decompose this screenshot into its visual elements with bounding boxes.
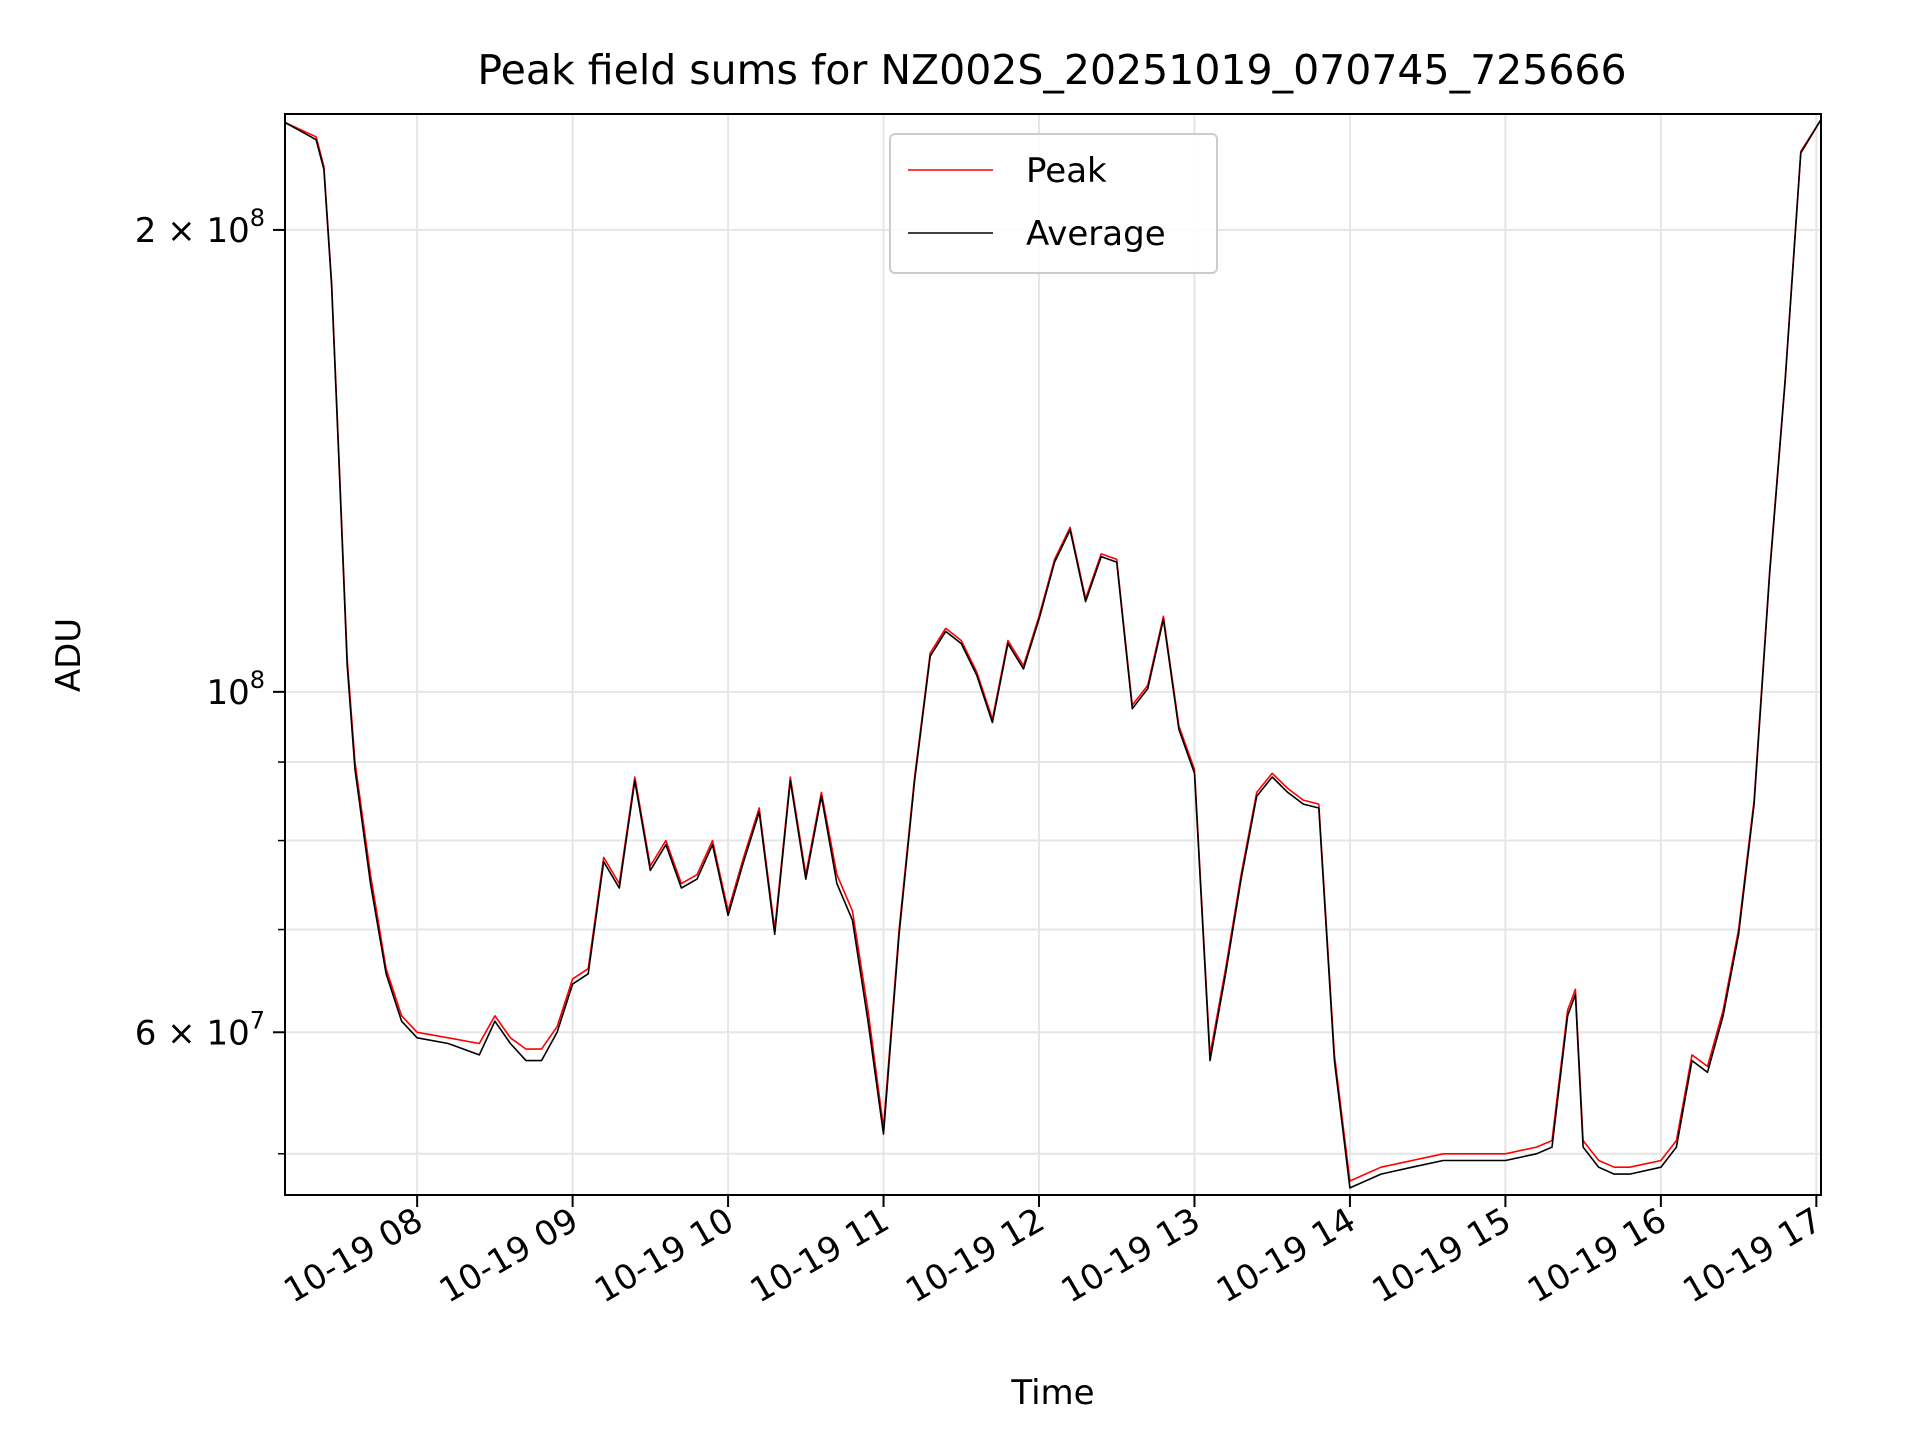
legend: Peak Average xyxy=(889,133,1218,274)
legend-box xyxy=(889,133,1218,274)
series-line-average xyxy=(284,119,1822,1189)
legend-label-average: Average xyxy=(1026,214,1166,254)
legend-label-peak: Peak xyxy=(1026,151,1107,191)
y-tick-label: 108 xyxy=(206,666,265,713)
y-tick-label-base: 6 × 10 xyxy=(135,1013,250,1053)
y-axis-label: ADU xyxy=(49,618,89,692)
y-tick-label-exponent: 8 xyxy=(250,666,265,694)
y-tick-label: 6 × 107 xyxy=(135,1006,265,1053)
grid-layer xyxy=(285,114,1821,1195)
y-tick-label-base: 2 × 10 xyxy=(135,211,250,251)
chart-title: Peak field sums for NZ002S_20251019_0707… xyxy=(477,46,1626,94)
series-line-peak xyxy=(284,119,1822,1182)
plot-area-frame xyxy=(284,113,1822,1196)
y-tick-label: 2 × 108 xyxy=(135,204,265,251)
y-tick-label-exponent: 7 xyxy=(250,1006,265,1034)
x-axis-label: Time xyxy=(1010,1373,1094,1413)
series-layer xyxy=(284,119,1822,1189)
y-tick-label-exponent: 8 xyxy=(250,204,265,232)
y-tick-label-base: 10 xyxy=(206,673,249,713)
